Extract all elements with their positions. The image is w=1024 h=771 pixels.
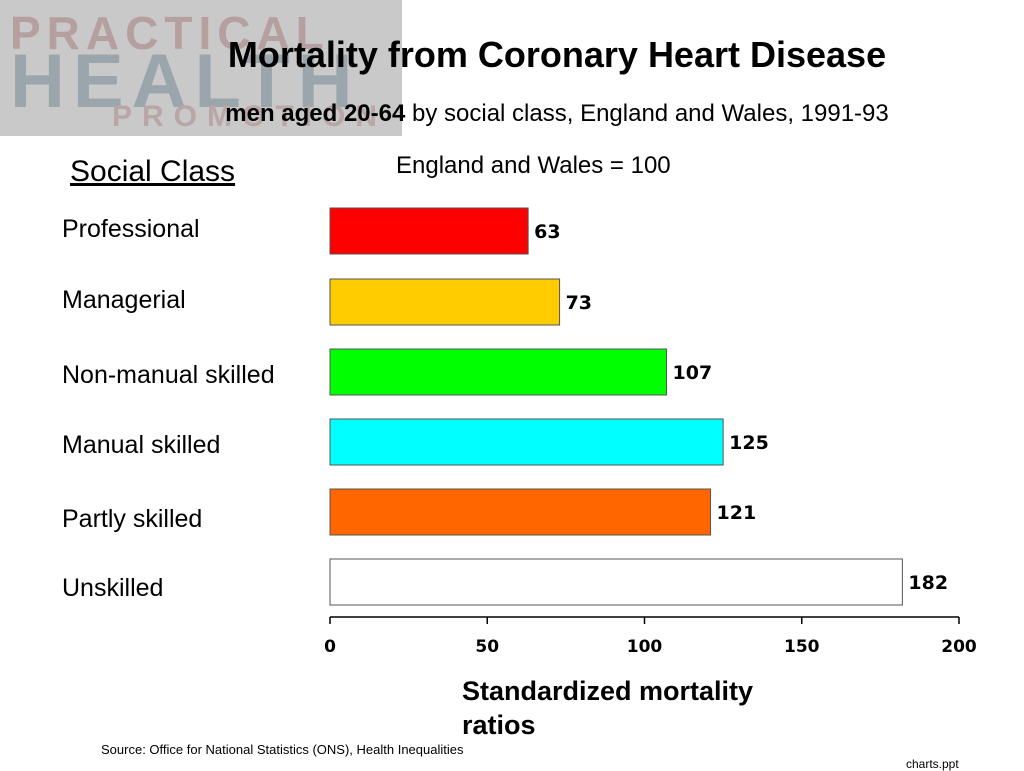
practical-health-promotion-logo: PRACTICAL HEALTH PROMOTION [0,0,402,136]
file-name: charts.ppt [906,757,959,771]
x-tick-label-100: 100 [627,637,663,657]
bar-partly-skilled [329,488,712,536]
x-axis-label: Standardized mortality ratios [462,676,754,740]
bar-non-manual-skilled [329,348,668,396]
x-tick-label-150: 150 [784,637,820,657]
bar-professional [329,207,529,255]
chart-title: Mortality from Coronary Heart Disease [227,34,887,75]
category-header: Social Class [70,155,236,188]
logo-line-3: PROMOTION [112,100,387,133]
bar-managerial [329,278,561,326]
x-tick-label-50: 50 [475,637,499,657]
logo-line-2: HEALTH [10,39,361,124]
data-label-partly-skilled: 121 [717,502,757,524]
x-tick-label-0: 0 [324,637,336,657]
chart-subtitle: men aged 20-64 by social class, England … [120,100,994,128]
subtitle-rest: by social class, England and Wales, 1991… [405,100,889,127]
category-label-non-manual-skilled: Non-manual skilled [62,361,275,389]
data-label-managerial: 73 [566,292,592,314]
reference-note: England and Wales = 100 [396,152,671,179]
x-tick-label-200: 200 [941,637,977,657]
data-label-unskilled: 182 [908,572,948,594]
bar-manual-skilled [329,418,724,466]
category-label-professional: Professional [62,215,200,243]
logo-line-1: PRACTICAL [10,7,330,59]
data-label-non-manual-skilled: 107 [673,362,713,384]
data-label-manual-skilled: 125 [729,432,769,454]
category-label-managerial: Managerial [62,286,186,314]
subtitle-bold-part: men aged 20-64 [225,100,406,127]
data-label-professional: 63 [534,221,560,243]
bar-unskilled [329,558,903,606]
source-note: Source: Office for National Statistics (… [101,742,464,757]
category-label-unskilled: Unskilled [62,574,164,602]
category-label-partly-skilled: Partly skilled [62,505,203,533]
category-label-manual-skilled: Manual skilled [62,431,221,459]
